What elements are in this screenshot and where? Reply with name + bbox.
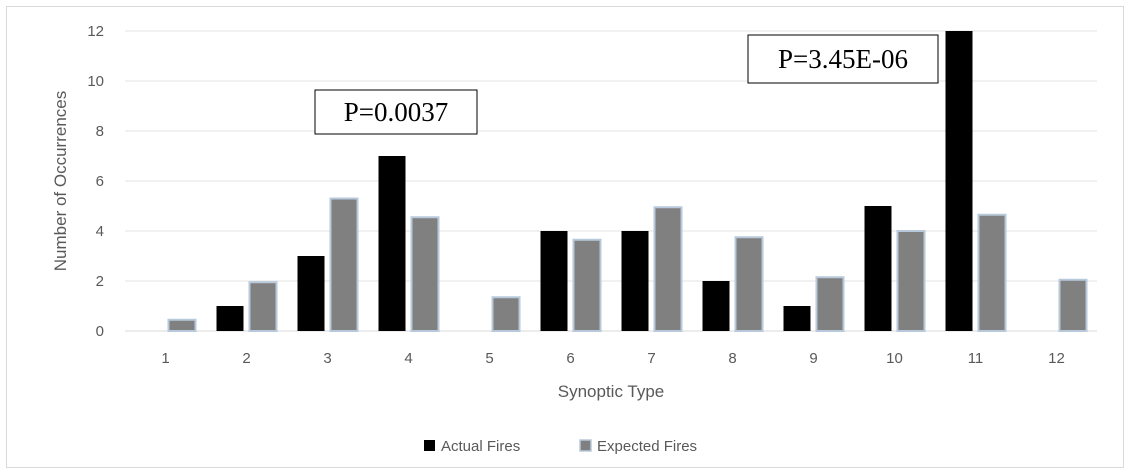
x-axis-title: Synoptic Type [558, 382, 664, 401]
bar-expected-fires [572, 238, 602, 332]
x-tick-label: 12 [1048, 350, 1065, 367]
x-tick-label: 7 [647, 350, 655, 367]
bar-expected-fires [167, 318, 197, 332]
bar-actual-fires [378, 156, 406, 331]
y-tick-label: 12 [87, 23, 104, 40]
y-axis-title: Number of Occurrences [51, 91, 70, 271]
x-tick-label: 2 [242, 350, 250, 367]
y-axis-ticks: 0 2 4 6 8 10 12 [87, 23, 104, 340]
bars [167, 31, 1088, 332]
bar-expected-fires [815, 276, 845, 332]
annotation-box [747, 34, 939, 84]
x-tick-label: 5 [485, 350, 493, 367]
x-tick-label: 3 [323, 350, 331, 367]
bar-expected-fires [248, 281, 278, 332]
legend-swatch [424, 440, 435, 451]
x-tick-label: 10 [886, 350, 903, 367]
y-tick-label: 8 [96, 123, 104, 140]
x-tick-label: 4 [404, 350, 412, 367]
bar-actual-fires [945, 31, 973, 331]
bar-actual-fires [621, 231, 649, 331]
bar-expected-fires [653, 206, 683, 332]
bar-expected-fires [329, 197, 359, 332]
bar-expected-fires [977, 213, 1007, 332]
bar-actual-fires [297, 256, 325, 331]
y-tick-label: 10 [87, 73, 104, 90]
bar-actual-fires [216, 306, 244, 331]
bar-expected-fires [1058, 278, 1088, 332]
bar-actual-fires [864, 206, 892, 331]
legend-label: Actual Fires [441, 438, 520, 455]
annotation-p-value: P=0.0037 [344, 97, 449, 127]
annotations: P=0.0037 P=3.45E-06 [314, 34, 939, 135]
bar-actual-fires [540, 231, 568, 331]
x-tick-label: 11 [968, 350, 984, 367]
bar-expected-fires [491, 296, 521, 332]
x-tick-label: 6 [566, 350, 574, 367]
annotation-p-value: P=3.45E-06 [778, 44, 908, 74]
bar-expected-fires [896, 230, 926, 332]
x-tick-label: 1 [161, 350, 169, 367]
y-tick-label: 2 [96, 273, 104, 290]
y-tick-label: 0 [96, 323, 104, 340]
bar-expected-fires [410, 216, 440, 332]
y-tick-label: 6 [96, 173, 104, 190]
bar-actual-fires [783, 306, 811, 331]
x-axis-ticks: 1 2 3 4 5 6 7 8 9 10 11 12 [161, 350, 1065, 367]
bar-expected-fires [734, 236, 764, 332]
annotation-box [314, 89, 478, 135]
y-tick-label: 4 [96, 223, 104, 240]
legend: Actual Fires Expected Fires [424, 438, 697, 455]
legend-swatch [579, 439, 592, 452]
bar-actual-fires [702, 281, 730, 331]
x-tick-label: 9 [809, 350, 817, 367]
legend-label: Expected Fires [597, 438, 697, 455]
x-tick-label: 8 [728, 350, 736, 367]
